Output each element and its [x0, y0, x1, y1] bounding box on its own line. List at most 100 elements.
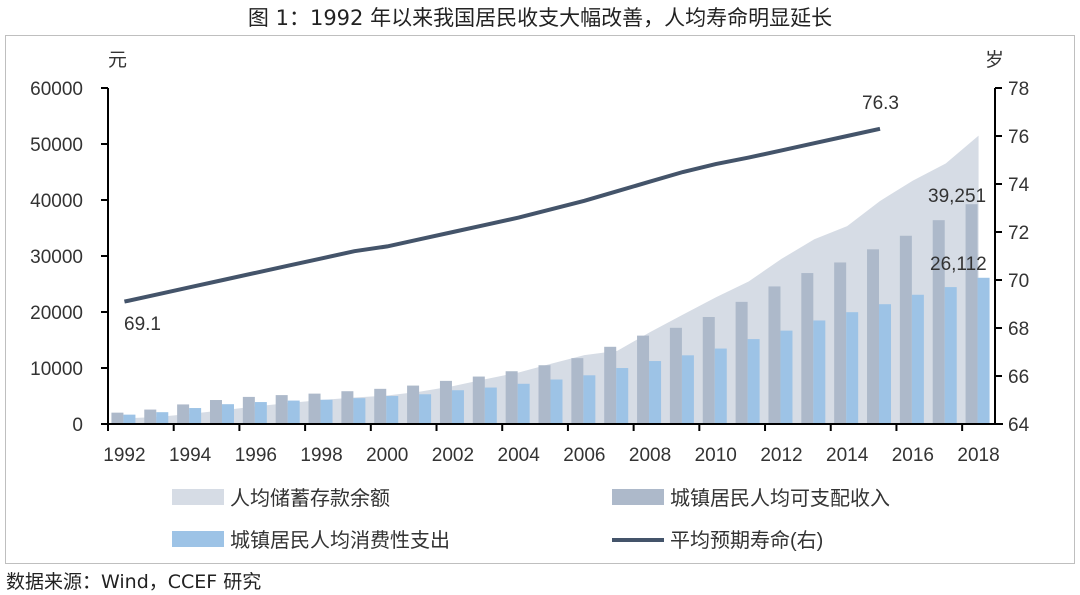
annotation-income-2018: 39,251	[928, 186, 986, 207]
income-bar	[439, 380, 452, 424]
consumption-bar	[156, 412, 169, 424]
consumption-bar	[189, 408, 202, 424]
annotation-life-end: 76.3	[862, 93, 899, 114]
y-tick-label: 40000	[30, 191, 83, 212]
income-bar	[867, 249, 880, 424]
x-tick-label: 1996	[235, 445, 277, 466]
y2-tick-label: 76	[1008, 127, 1029, 148]
y-tick-label: 30000	[30, 247, 83, 268]
y-tick-label: 20000	[30, 303, 83, 324]
income-bar	[571, 358, 584, 424]
y-tick-label: 50000	[30, 135, 83, 156]
income-bar	[932, 220, 945, 424]
life-expectancy-line	[123, 126, 881, 304]
income-bar	[308, 393, 321, 424]
income-bar	[768, 286, 781, 424]
consumption-bar	[616, 368, 629, 424]
source-note: 数据来源：Wind，CCEF 研究	[6, 571, 262, 593]
income-bar	[637, 335, 650, 424]
x-tick-label: 2002	[432, 445, 474, 466]
income-bar	[472, 376, 485, 424]
consumption-bar	[944, 287, 957, 424]
consumption-bar	[353, 398, 366, 424]
y-tick-label: 10000	[30, 359, 83, 380]
y-tick-label: 0	[72, 415, 83, 436]
y-tick-label: 60000	[30, 79, 83, 100]
income-bar	[374, 388, 387, 424]
consumption-bar	[386, 396, 399, 424]
legend-swatch	[612, 489, 664, 505]
legend-swatch	[172, 489, 224, 505]
y2-tick-label: 78	[1008, 79, 1029, 100]
legend-label: 人均储蓄存款余额	[230, 487, 390, 510]
y2-tick-label: 70	[1008, 271, 1029, 292]
income-bar	[111, 412, 124, 424]
legend-label: 城镇居民人均消费性支出	[230, 529, 450, 552]
consumption-bar	[484, 387, 497, 424]
chart-frame	[5, 35, 1075, 564]
consumption-bar	[320, 399, 333, 424]
consumption-bar	[911, 294, 924, 424]
x-tick-label: 2000	[366, 445, 408, 466]
consumption-bar	[649, 361, 662, 424]
income-bar	[604, 346, 617, 424]
income-bar	[407, 385, 420, 424]
income-bar	[538, 365, 551, 424]
y-axis-unit: 元	[108, 50, 127, 71]
consumption-bar	[287, 400, 300, 424]
y2-tick-label: 68	[1008, 319, 1029, 340]
income-bar	[242, 396, 255, 424]
income-bar	[209, 400, 222, 424]
x-tick-label: 2010	[695, 445, 737, 466]
consumption-bar	[221, 404, 234, 424]
consumption-bar	[517, 383, 530, 424]
x-tick-label: 2004	[498, 445, 541, 466]
annotation-life-start: 69.1	[124, 314, 161, 335]
x-tick-label: 2012	[760, 445, 802, 466]
x-tick-label: 2006	[563, 445, 605, 466]
savings-area	[124, 135, 979, 424]
consumption-bar	[123, 414, 136, 424]
income-bar	[341, 391, 354, 424]
annotation-consumption-2018: 26,112	[930, 254, 987, 275]
x-tick-label: 2018	[957, 445, 999, 466]
consumption-bar	[813, 320, 826, 424]
x-tick-label: 1992	[103, 445, 145, 466]
consumption-bar	[846, 312, 859, 424]
income-bar	[965, 204, 978, 424]
x-tick-label: 2016	[892, 445, 934, 466]
x-tick-label: 1994	[169, 445, 212, 466]
income-bar	[505, 371, 518, 424]
consumption-bar	[714, 348, 727, 424]
income-bar	[834, 262, 847, 424]
y2-tick-label: 64	[1008, 415, 1030, 436]
income-bar	[177, 404, 190, 424]
x-tick-label: 1998	[300, 445, 342, 466]
y2-axis-unit: 岁	[985, 49, 1004, 71]
y2-tick-label: 66	[1008, 367, 1029, 388]
income-bar	[669, 327, 682, 424]
x-tick-label: 2008	[629, 445, 671, 466]
consumption-bar	[977, 277, 990, 424]
income-bar	[144, 409, 157, 424]
legend-label: 城镇居民人均可支配收入	[670, 487, 890, 510]
y2-tick-label: 74	[1008, 175, 1030, 196]
consumption-bar	[583, 375, 596, 424]
consumption-bar	[747, 339, 760, 424]
consumption-bar	[419, 394, 432, 424]
legend-swatch	[172, 531, 224, 547]
y2-tick-label: 72	[1008, 223, 1029, 244]
consumption-bar	[879, 304, 892, 424]
income-bar	[702, 316, 715, 424]
income-bar	[899, 235, 912, 424]
income-bar	[735, 301, 748, 424]
consumption-bar	[780, 330, 793, 424]
income-bar	[275, 395, 288, 424]
legend-label: 平均预期寿命(右)	[670, 529, 823, 552]
x-tick-label: 2014	[826, 445, 869, 466]
income-bar	[801, 273, 814, 424]
consumption-bar	[451, 390, 464, 424]
consumption-bar	[254, 402, 267, 424]
consumption-bar	[550, 379, 563, 424]
